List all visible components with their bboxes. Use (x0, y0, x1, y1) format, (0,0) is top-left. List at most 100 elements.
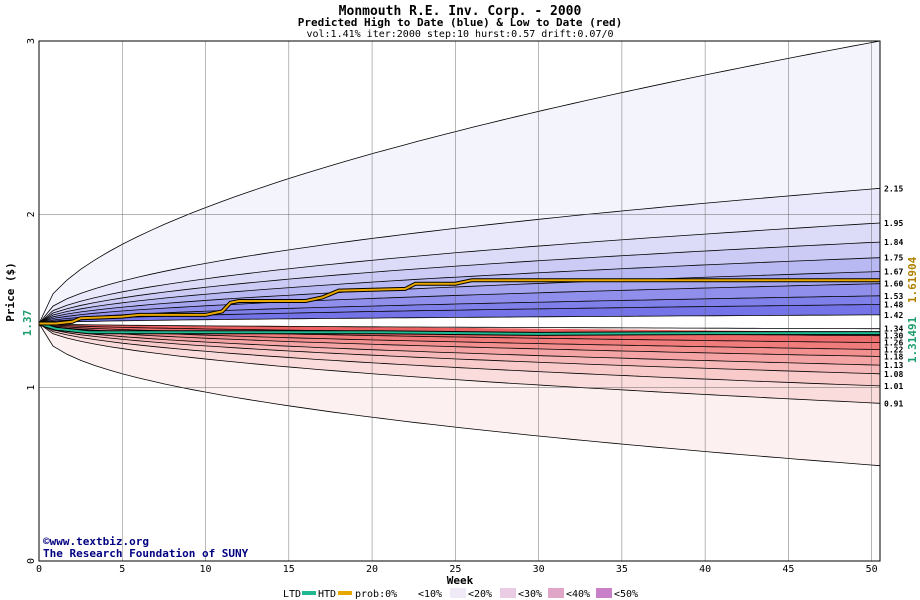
chart-title: Monmouth R.E. Inv. Corp. - 2000 (339, 4, 582, 19)
x-tick-20: 20 (366, 564, 378, 575)
lower-band-1 (39, 323, 880, 404)
x-tick-40: 40 (699, 564, 711, 575)
lower-band-2 (39, 323, 880, 386)
x-tick-50: 50 (866, 564, 878, 575)
right-label-8: 1.42 (884, 311, 903, 320)
upper-band-1 (39, 188, 880, 324)
upper-band-line-7 (38, 295, 881, 324)
upper-band-line-1 (38, 187, 881, 324)
right-label-5: 1.60 (884, 280, 903, 289)
right-label-6: 1.53 (884, 292, 903, 301)
lower-band-3 (39, 323, 880, 374)
chart-subtitle: Predicted High to Date (blue) & Low to D… (298, 16, 623, 29)
right-label-11: 1.26 (884, 339, 903, 348)
upper-band-0 (39, 41, 880, 324)
lower-band-9 (39, 323, 880, 333)
x-tick-35: 35 (616, 564, 628, 575)
legend-item-5: <50% (614, 589, 638, 600)
upper-band-8 (39, 304, 880, 324)
legend-swatch-3 (548, 588, 564, 598)
upper-band-9 (39, 314, 880, 324)
right-label-9: 1.34 (884, 325, 903, 334)
lower-band-line-5 (38, 323, 881, 357)
x-tick-10: 10 (200, 564, 212, 575)
simulation-params: vol:1.41% iter:2000 step:10 hurst:0.57 d… (306, 29, 613, 40)
lower-band-line-4 (38, 323, 881, 366)
y-tick-0: 0 (26, 558, 37, 564)
x-axis-ticks: 0 5 10 15 20 25 30 35 40 45 50 (36, 564, 878, 575)
x-tick-0: 0 (36, 564, 42, 575)
legend-item-3: <30% (518, 589, 542, 600)
legend-swatch-2 (500, 588, 516, 598)
lower-band-line-0 (38, 323, 881, 467)
right-label-13: 1.18 (884, 352, 903, 361)
lower-band-0 (39, 323, 880, 466)
upper-band-line-0 (38, 40, 881, 324)
x-axis-label: Week (447, 574, 474, 587)
probability-bands (38, 40, 881, 467)
x-tick-5: 5 (119, 564, 125, 575)
y-tick-2: 2 (26, 211, 37, 217)
right-label-2: 1.84 (884, 238, 903, 247)
y-tick-1: 1 (26, 385, 37, 391)
lower-band-line-2 (38, 323, 881, 387)
start-price-label: 1.37 (21, 310, 34, 337)
right-label-12: 1.22 (884, 346, 903, 355)
right-label-14: 1.13 (884, 361, 903, 370)
legend: LTD HTD prob:0% <10% <20% <30% <40% <50% (283, 588, 638, 600)
htd-line (39, 279, 880, 325)
credit-line1: ©www.textbiz.org (43, 535, 149, 548)
upper-band-line-3 (38, 241, 881, 324)
lower-band-line-1 (38, 323, 881, 404)
credit-line2: The Research Foundation of SUNY (43, 547, 249, 560)
upper-band-line-6 (38, 283, 881, 324)
upper-band-line-2 (38, 222, 881, 324)
lower-band-4 (39, 323, 880, 366)
right-label-15: 1.08 (884, 370, 903, 379)
upper-band-line-9 (38, 314, 880, 324)
right-label-16: 1.01 (884, 382, 903, 391)
upper-band-3 (39, 242, 880, 324)
upper-band-2 (39, 223, 880, 324)
series (38, 278, 880, 336)
right-label-3: 1.75 (884, 254, 903, 263)
plot-frame (38, 40, 881, 562)
ltd-line (38, 322, 880, 335)
x-tick-45: 45 (782, 564, 794, 575)
right-label-17: 0.91 (884, 399, 903, 408)
legend-swatch-4 (596, 588, 612, 598)
legend-ltd-swatch (302, 591, 316, 595)
legend-swatch-1 (450, 588, 466, 598)
y-axis-ticks: 0 1 2 3 (26, 38, 37, 564)
htd-end-label: 1.61904 (906, 256, 919, 303)
right-label-1: 1.95 (884, 219, 903, 228)
upper-band-4 (39, 257, 880, 324)
lower-band-line-9 (38, 323, 880, 330)
legend-htd-label: HTD (318, 589, 336, 600)
upper-band-line-4 (38, 257, 881, 324)
lower-band-line-3 (38, 323, 881, 375)
lower-band-6 (39, 323, 880, 350)
legend-item-1: <10% (418, 589, 442, 600)
ltd-end-label: 1.31491 (906, 316, 919, 363)
upper-band-7 (39, 295, 880, 324)
legend-prob-label: prob:0% (355, 589, 397, 600)
legend-item-2: <20% (468, 589, 492, 600)
y-axis-label: Price ($) (4, 262, 17, 322)
upper-band-line-5 (38, 271, 881, 324)
upper-band-5 (39, 271, 880, 324)
y-tick-3: 3 (26, 38, 37, 44)
legend-ltd-label: LTD (283, 589, 301, 600)
lower-band-5 (39, 323, 880, 357)
right-label-0: 2.15 (884, 184, 903, 193)
legend-swatch-0 (400, 588, 416, 598)
x-tick-30: 30 (533, 564, 545, 575)
right-label-4: 1.67 (884, 268, 903, 277)
right-value-labels: 2.15 1.95 1.84 1.75 1.67 1.60 1.531.48 1.42 1.34… (884, 184, 903, 408)
right-label-10: 1.30 (884, 332, 903, 341)
legend-htd-swatch (338, 591, 352, 595)
legend-item-4: <40% (566, 589, 590, 600)
x-tick-25: 25 (449, 564, 461, 575)
x-tick-15: 15 (283, 564, 295, 575)
